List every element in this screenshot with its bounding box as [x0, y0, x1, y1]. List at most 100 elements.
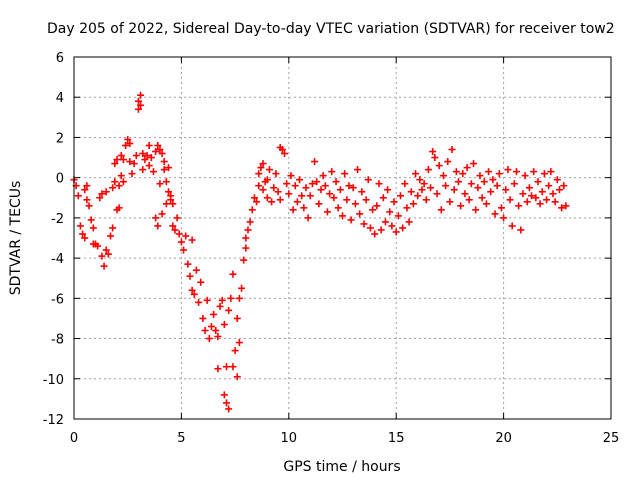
data-point	[203, 296, 211, 304]
data-point	[414, 192, 422, 200]
data-point	[332, 178, 340, 186]
data-point	[459, 170, 467, 178]
data-point	[132, 152, 140, 160]
data-point	[223, 363, 231, 371]
data-point	[439, 172, 447, 180]
data-point	[538, 188, 546, 196]
data-point	[175, 230, 183, 238]
data-point	[326, 190, 334, 198]
data-point	[98, 190, 106, 198]
data-point	[467, 180, 475, 188]
data-point	[180, 246, 188, 254]
data-point	[220, 320, 228, 328]
data-point	[424, 166, 432, 174]
data-point	[545, 182, 553, 190]
data-point	[188, 286, 196, 294]
data-point	[523, 198, 531, 206]
data-point	[212, 327, 220, 335]
data-point	[190, 290, 198, 298]
data-point	[152, 214, 160, 222]
data-point	[298, 192, 306, 200]
data-point	[177, 238, 185, 246]
data-point	[111, 160, 119, 168]
data-point	[356, 210, 364, 218]
data-point	[485, 168, 493, 176]
data-point	[362, 196, 370, 204]
data-point	[248, 206, 256, 214]
data-point	[274, 188, 282, 196]
data-point	[227, 294, 235, 302]
data-point	[272, 170, 280, 178]
data-point	[287, 172, 295, 180]
data-point	[502, 186, 510, 194]
data-point	[495, 170, 503, 178]
data-point	[235, 339, 243, 347]
data-point	[431, 154, 439, 162]
data-point	[186, 272, 194, 280]
data-point	[255, 170, 263, 178]
data-point	[263, 194, 271, 202]
data-point	[293, 198, 301, 206]
data-point	[420, 180, 428, 188]
data-point	[379, 194, 387, 202]
data-point	[119, 156, 127, 164]
data-point	[214, 333, 222, 341]
data-point	[330, 194, 338, 202]
data-point	[242, 244, 250, 252]
x-tick-label: 5	[177, 431, 185, 446]
data-point	[79, 230, 87, 238]
data-point	[472, 206, 480, 214]
data-point	[102, 246, 110, 254]
data-point	[394, 212, 402, 220]
data-point	[364, 176, 372, 184]
data-point	[366, 224, 374, 232]
data-point	[165, 188, 173, 196]
x-axis-label: GPS time / hours	[283, 459, 400, 475]
data-point	[555, 186, 563, 194]
data-point	[416, 176, 424, 184]
data-point	[354, 166, 362, 174]
data-point	[540, 170, 548, 178]
data-point	[528, 192, 536, 200]
data-point	[454, 178, 462, 186]
data-point	[107, 232, 115, 240]
data-point	[147, 154, 155, 162]
data-point	[171, 226, 179, 234]
x-tick-label: 25	[603, 431, 620, 446]
data-point	[519, 190, 527, 198]
data-point	[225, 306, 233, 314]
data-point	[216, 302, 224, 310]
data-point	[238, 284, 246, 292]
data-point	[446, 198, 454, 206]
data-point	[388, 222, 396, 230]
data-point	[536, 200, 544, 208]
y-tick-label: 6	[56, 51, 64, 66]
data-point	[184, 260, 192, 268]
data-point	[515, 202, 523, 210]
data-point	[399, 224, 407, 232]
data-point	[403, 204, 411, 212]
data-point	[377, 226, 385, 234]
data-point	[83, 196, 91, 204]
data-point	[74, 192, 82, 200]
data-point	[263, 176, 271, 184]
data-point	[201, 327, 209, 335]
data-point	[375, 180, 383, 188]
data-point	[128, 170, 136, 178]
data-point	[339, 212, 346, 220]
data-point	[547, 168, 555, 176]
data-point	[358, 188, 366, 196]
data-point	[315, 200, 323, 208]
data-point	[345, 182, 353, 190]
data-point	[89, 224, 97, 232]
data-point	[162, 200, 170, 208]
data-point	[560, 182, 568, 190]
data-point	[240, 256, 248, 264]
data-point	[169, 200, 177, 208]
data-point	[553, 176, 561, 184]
data-point	[405, 218, 413, 226]
data-point	[156, 146, 164, 154]
data-point	[122, 141, 130, 149]
data-point	[139, 150, 147, 158]
data-point	[457, 202, 465, 210]
